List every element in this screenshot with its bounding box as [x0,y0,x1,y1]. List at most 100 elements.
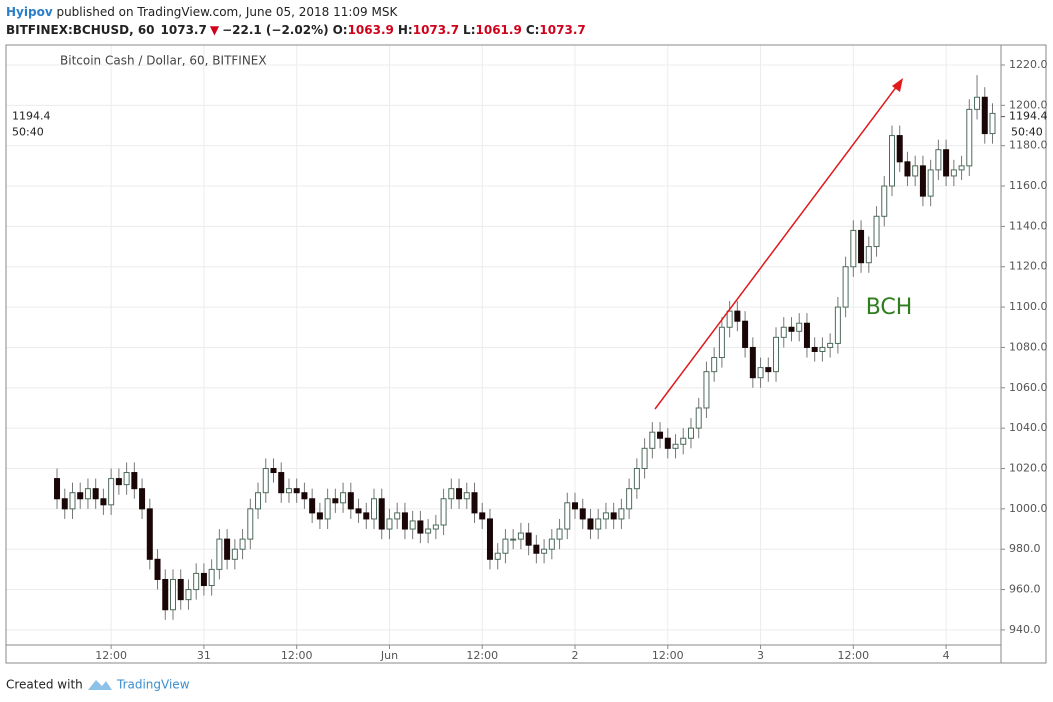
candle-body [904,161,911,177]
candle-body [564,502,571,530]
candle-body [687,427,694,439]
candle-body [471,492,478,514]
x-tick-label: 12:00 [837,649,869,662]
candle-body [378,498,385,530]
l: 1061.9 [476,23,522,37]
candle-body [989,112,996,135]
candle-body [664,437,671,449]
candle-body [780,326,787,338]
candle-body [371,498,378,520]
candle-body [966,108,973,167]
candle-body [417,520,424,534]
candle-body [131,472,138,490]
candle-body [285,488,292,494]
candle-body [579,508,586,520]
x-tick-label: 4 [943,649,950,662]
candle-body [935,149,942,171]
candle-body [193,572,200,591]
candle-body [858,229,865,264]
trend-arrow [654,85,898,410]
candle-body [680,437,687,445]
candle-body [239,538,246,550]
h-label: H: [398,23,413,37]
candle-body [742,320,749,348]
candle-body [912,165,919,177]
annotation: BCH [866,295,913,320]
candle-body [293,488,300,494]
chart-frame [5,44,1047,664]
candle-body [510,538,517,541]
candle-body [525,532,532,546]
candle-body [247,508,254,540]
candle-body [340,492,347,504]
candle-body [819,346,826,352]
candle-body [943,149,950,177]
y-tick-label: 980.0 [1009,542,1041,555]
candle-body [169,578,176,611]
y-tick-label: 940.0 [1009,623,1041,636]
candle-body [641,447,648,470]
candles [54,75,996,620]
candle-body [757,367,764,379]
candle-body [123,472,130,486]
y-tick-label: 1220.0 [1009,58,1048,71]
candle-body [332,498,339,504]
candle-body [278,472,285,494]
candle-body [842,266,849,308]
candle-body [208,568,215,587]
x-tick-label: 3 [757,649,764,662]
candle-body [865,246,872,264]
candle-body [270,468,277,474]
candle-body [502,538,509,554]
candle-body [479,512,486,520]
candle-body [919,165,926,197]
candle-body [796,322,803,332]
countdown-label: 50:40 [1011,126,1043,139]
candle-body [974,96,981,110]
candle-body [224,538,231,560]
candle-body [765,367,772,373]
candle-body [494,552,501,560]
candle-body [811,346,818,352]
candle-body [602,512,609,520]
candle-body [177,578,184,601]
current-price-label-left: 1194.4 [12,110,51,123]
candle-body [695,407,702,429]
x-tick-label: 12:00 [466,649,498,662]
axis-labels: 940.0 960.0 980.0 1000.0 1020.0 1040.0 1060.0 1… [12,58,1048,662]
candle-body [981,96,988,135]
grid [6,45,1001,645]
candle-body [463,492,470,500]
candle-body [231,548,238,560]
candle-body [827,342,834,348]
candle-body [803,322,810,348]
h: 1073.7 [413,23,459,37]
arrow-head [892,78,903,92]
candle-body [773,336,780,373]
footer-created: Created with [6,678,83,692]
candle-body [950,169,957,177]
y-tick-label: 1040.0 [1009,421,1048,434]
o: 1063.9 [348,23,394,37]
candle-body [672,443,679,449]
y-tick-label: 1140.0 [1009,219,1048,232]
candle-body [881,185,888,217]
candle-body [610,512,617,520]
current-price-label: 1194.4 [1009,110,1048,123]
l-label: L: [463,23,475,37]
candle-body [432,524,439,530]
candle-body [54,478,61,500]
author[interactable]: Hyipov [6,5,53,19]
x-tick-label: Jun [380,649,398,662]
o-label: O: [333,23,348,37]
y-tick-label: 960.0 [1009,583,1041,596]
arrow: ▼ [210,23,220,37]
candle-body [108,478,115,506]
candle-body [409,520,416,530]
last: 1073.7 [161,23,207,37]
footer-brand[interactable]: TradingView [116,678,190,692]
candle-body [572,502,579,510]
y-tick-label: 1020.0 [1009,462,1048,475]
candle-body [355,508,362,514]
